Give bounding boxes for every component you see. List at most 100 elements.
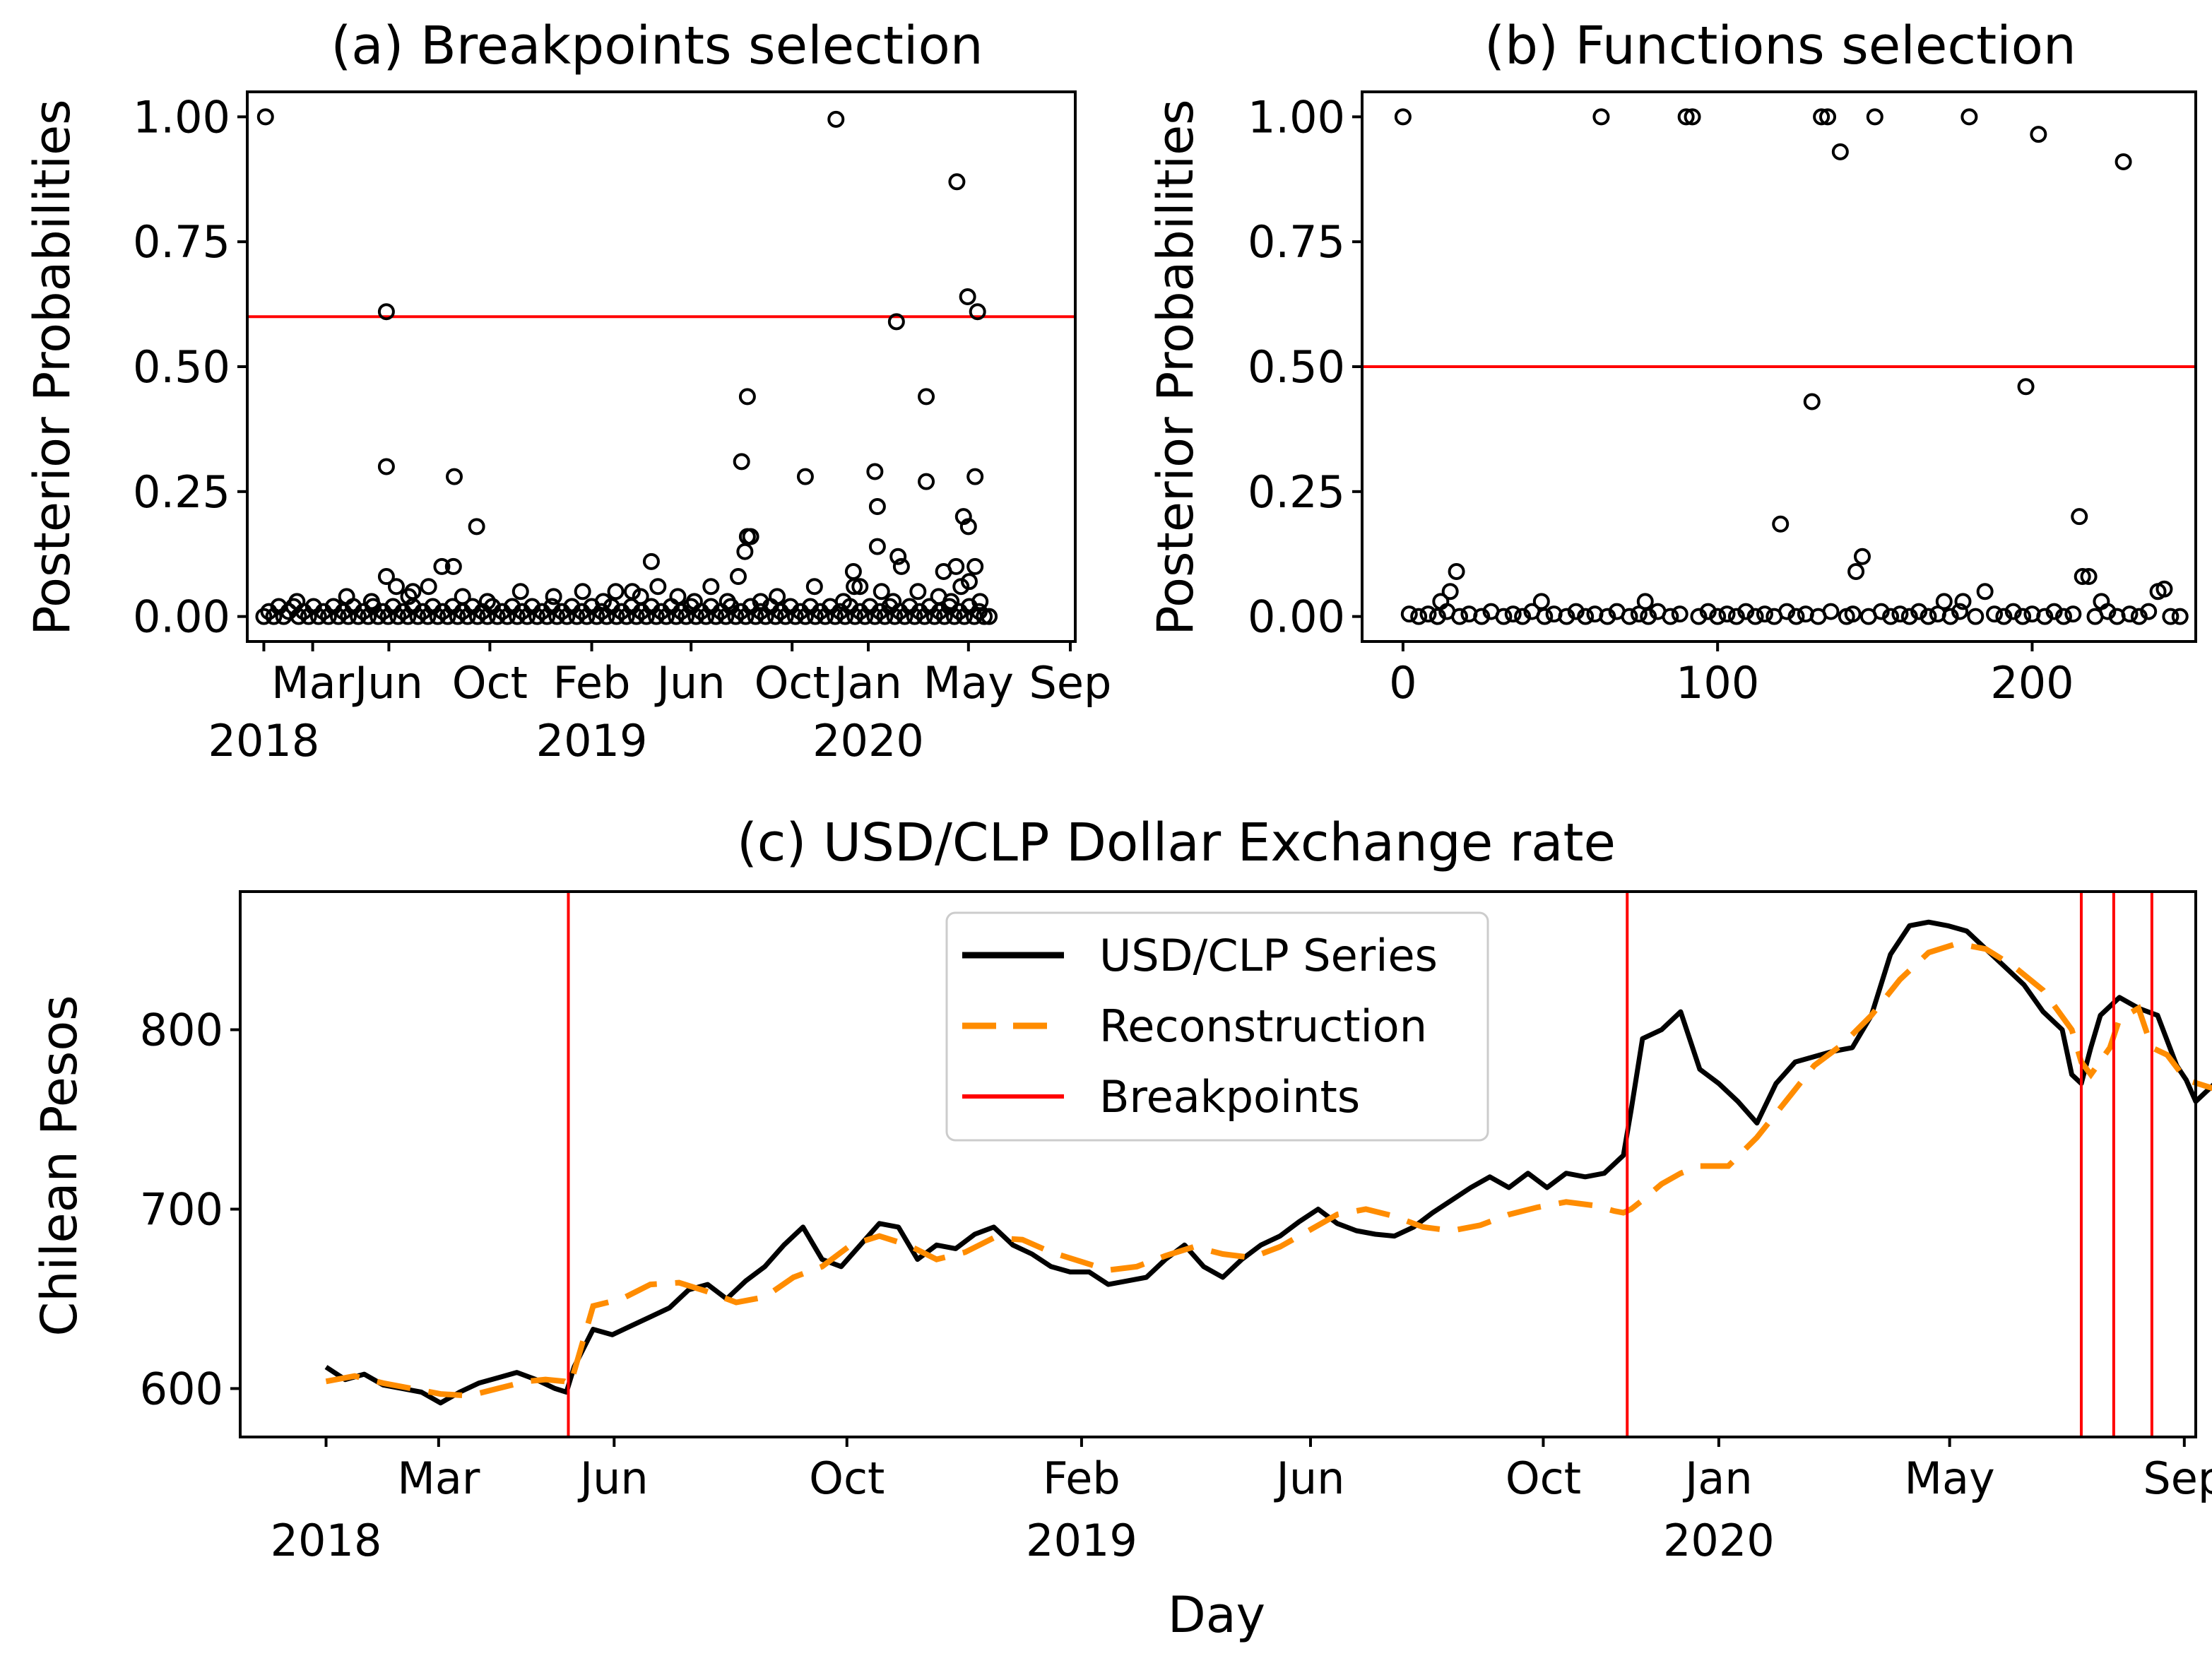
panel-b-point xyxy=(1910,603,1928,620)
panel-b-point xyxy=(2054,608,2072,625)
panel-a-point xyxy=(594,593,612,610)
panel-a-ytick-label: 0.25 xyxy=(133,466,230,518)
panel-b-point xyxy=(1941,608,1959,625)
panel-a-point xyxy=(805,578,823,596)
panel-a-point xyxy=(377,458,395,475)
panel-b-point xyxy=(1441,583,1459,601)
panel-a-point xyxy=(868,538,886,555)
panel-c-ytick-label: 700 xyxy=(140,1183,223,1235)
panel-a-xtick-label: May xyxy=(923,657,1014,709)
panel-a-point xyxy=(608,608,625,625)
panel-a-point xyxy=(892,557,910,575)
panel-b-point xyxy=(1831,143,1849,160)
panel-b-point xyxy=(1960,108,1978,126)
panel-a-xtick-label: Oct xyxy=(755,657,830,709)
panel-b-point xyxy=(2074,568,2091,586)
panel-a-point xyxy=(887,313,905,331)
panel-b-point xyxy=(1854,548,1871,565)
panel-b-ytick-label: 0.00 xyxy=(1248,591,1345,643)
panel-b-point xyxy=(1995,608,2013,625)
panel-a-breakpoints-selection: (a) Breakpoints selection Posterior Prob… xyxy=(23,16,1111,767)
panel-a-point xyxy=(649,578,667,596)
legend-reconstruction-label: Reconstruction xyxy=(1099,1000,1427,1052)
panel-a-xtick-year: 2018 xyxy=(208,715,320,767)
panel-c-xtick-year: 2019 xyxy=(1026,1515,1137,1566)
panel-a-point xyxy=(548,608,566,625)
panel-b-point xyxy=(1920,608,1937,625)
panel-a-point xyxy=(377,303,395,321)
panel-a-xtick-label: Jan xyxy=(832,657,902,709)
panel-a-xtick-year: 2020 xyxy=(812,715,924,767)
panel-c-plot-area: 600 700 800 2018 Mar Jun Oct Feb 2019 Jun Oct Jan 20… xyxy=(140,892,2212,1566)
panel-b-xtick-label: 0 xyxy=(1389,657,1416,709)
panel-b-point xyxy=(1819,108,1837,126)
panel-b-point xyxy=(1504,605,1522,623)
panel-a-point xyxy=(969,303,986,321)
panel-b-point xyxy=(1844,605,1862,623)
panel-a-point xyxy=(868,498,886,516)
panel-a-point xyxy=(707,608,725,625)
panel-a-point xyxy=(528,608,546,625)
panel-a-point xyxy=(981,608,998,625)
panel-b-point xyxy=(2115,153,2132,171)
panel-a-point xyxy=(966,557,984,575)
panel-a-point xyxy=(851,578,869,596)
panel-b-point xyxy=(1536,608,1554,625)
panel-a-ylabel: Posterior Probabilities xyxy=(23,99,81,635)
panel-a-point xyxy=(433,557,451,575)
panel-b-point xyxy=(1737,603,1755,620)
panel-a-point xyxy=(827,608,844,625)
panel-a-point xyxy=(568,608,586,625)
panel-a-xtick-label: Oct xyxy=(452,657,528,709)
panel-b-point xyxy=(1495,608,1513,625)
panel-c-xtick-label: May xyxy=(1905,1453,1995,1504)
panel-c-exchange-rate: (c) USD/CLP Dollar Exchange rate Chilean… xyxy=(30,812,2212,1644)
panel-b-xtick-label: 200 xyxy=(1990,657,2074,709)
panel-a-point xyxy=(702,578,720,596)
panel-a-point xyxy=(574,583,591,601)
usdclp-series-line xyxy=(324,919,2212,1406)
panel-a-point xyxy=(449,608,466,625)
panel-a-frame xyxy=(246,90,1077,643)
panel-a-point xyxy=(409,608,427,625)
panel-a-point xyxy=(444,557,462,575)
panel-a-point xyxy=(752,593,769,610)
panel-a-point xyxy=(478,593,496,610)
panel-a-point xyxy=(827,110,845,128)
panel-b-point xyxy=(1967,608,1985,625)
panel-b-ytick-label: 0.75 xyxy=(1248,216,1345,268)
panel-a-point xyxy=(446,468,463,485)
panel-a-point xyxy=(844,562,862,580)
panel-b-point xyxy=(2017,378,2035,396)
panel-b-point xyxy=(2140,603,2158,620)
panel-a-point xyxy=(742,528,759,545)
panel-a-point xyxy=(632,588,649,605)
panel-c-xtick-label: Feb xyxy=(1043,1453,1120,1504)
panel-c-xlabel: Day xyxy=(1168,1586,1265,1644)
panel-b-point xyxy=(1429,608,1446,625)
panel-a-point xyxy=(729,568,747,586)
panel-a-xtick-label: Sep xyxy=(1029,657,1112,709)
panel-a-point xyxy=(377,568,395,586)
panel-a-point xyxy=(935,562,952,580)
panel-a-ytick-label: 0.00 xyxy=(133,591,230,643)
panel-a-point xyxy=(288,593,306,610)
panel-b-point xyxy=(2121,605,2139,623)
panel-a-point xyxy=(834,593,852,610)
panel-a-point xyxy=(400,588,418,605)
panel-b-point xyxy=(1400,605,1418,623)
panel-a-point xyxy=(733,453,750,471)
panel-a-xtick-label: Mar xyxy=(271,657,354,709)
panel-a-point xyxy=(488,608,506,625)
panel-b-point xyxy=(2014,608,2032,625)
panel-b-point xyxy=(1772,515,1790,533)
panel-a-point xyxy=(647,608,665,625)
panel-a-point xyxy=(966,468,984,485)
panel-b-functions-selection: (b) Functions selection Posterior Probab… xyxy=(1147,16,2197,709)
panel-a-title: (a) Breakpoints selection xyxy=(331,16,983,76)
panel-b-point xyxy=(2080,568,2098,586)
panel-a-point xyxy=(866,463,884,480)
panel-a-point xyxy=(429,608,446,625)
panel-b-point xyxy=(1746,608,1764,625)
